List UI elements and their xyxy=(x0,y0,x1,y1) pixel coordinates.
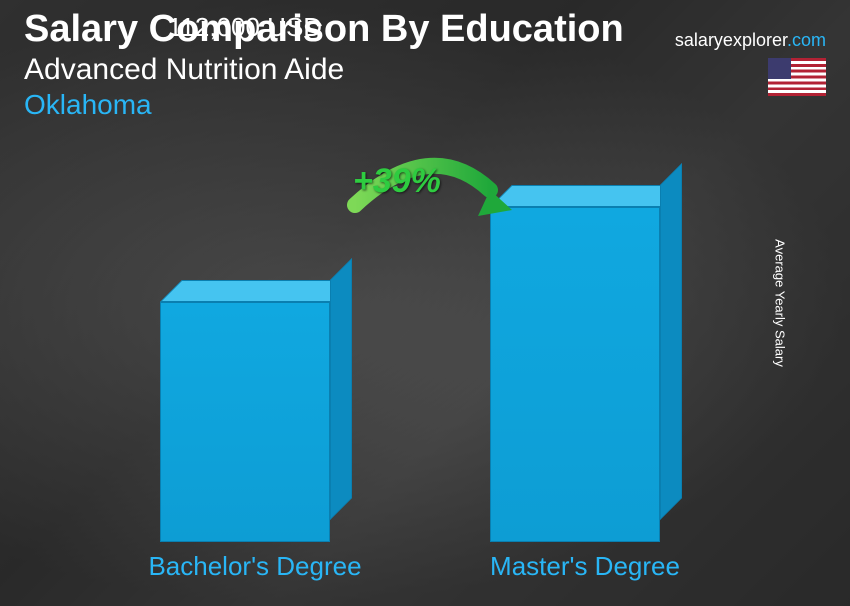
y-axis-label: Average Yearly Salary xyxy=(773,239,788,367)
page-subtitle: Advanced Nutrition Aide xyxy=(24,53,826,87)
bar-label-bachelors: Bachelor's Degree xyxy=(125,551,385,582)
bar-value-bachelors: 112,000 USD xyxy=(135,12,355,43)
increase-percentage: +39% xyxy=(353,162,441,201)
location-label: Oklahoma xyxy=(24,89,826,121)
bar-label-masters: Master's Degree xyxy=(455,551,715,582)
site-domain: .com xyxy=(787,30,826,50)
site-brand: salaryexplorer.com xyxy=(675,30,826,51)
bar-chart: 112,000 USD Bachelor's Degree 156,000 US… xyxy=(100,162,750,582)
bar-front-face xyxy=(160,302,330,542)
bar-top-face xyxy=(160,280,352,302)
bar3d-bachelors xyxy=(160,302,330,542)
bar-front-face xyxy=(490,207,660,542)
bar-side-face xyxy=(330,258,352,520)
flag-icon xyxy=(768,58,826,96)
bar3d-masters xyxy=(490,207,660,542)
site-name: salaryexplorer xyxy=(675,30,787,50)
bar-masters: 156,000 USD Master's Degree xyxy=(490,207,680,542)
bar-side-face xyxy=(660,163,682,520)
bar-bachelors: 112,000 USD Bachelor's Degree xyxy=(160,302,350,542)
bar-top-face xyxy=(490,185,682,207)
